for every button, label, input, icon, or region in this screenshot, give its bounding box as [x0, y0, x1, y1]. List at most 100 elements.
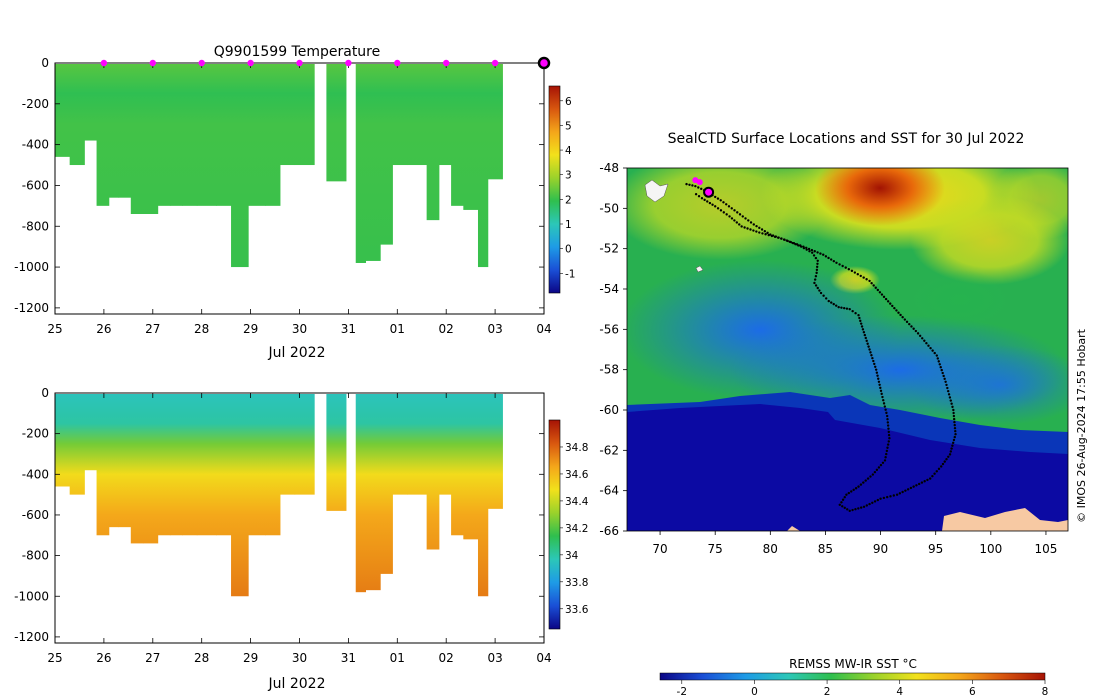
track-point: [780, 237, 783, 240]
track-point: [834, 304, 838, 307]
track-point: [879, 389, 883, 393]
profile-marker: [149, 59, 156, 67]
track-point: [931, 349, 934, 352]
y-tick-label: -400: [22, 467, 49, 481]
map-axes-frame: [626, 167, 1069, 532]
track-point: [901, 490, 904, 494]
track-point: [877, 380, 881, 383]
track-point: [881, 461, 885, 464]
profile-marker: [491, 59, 499, 67]
track-point: [882, 402, 886, 405]
track-point: [758, 226, 761, 230]
x-tick-label: 03: [487, 651, 502, 665]
map-y-tick-label: -52: [599, 242, 619, 256]
profile-column: [279, 394, 296, 495]
track-point: [859, 506, 863, 509]
track-point: [883, 459, 887, 462]
track-point: [799, 244, 802, 247]
track-point: [898, 492, 902, 495]
track-point: [895, 309, 898, 312]
track-point: [854, 508, 857, 511]
track-point: [752, 223, 755, 226]
track-point: [829, 258, 833, 261]
track-point: [822, 294, 825, 297]
profile-column: [182, 64, 198, 206]
profile-column: [392, 394, 408, 495]
x-tick-label: 02: [439, 651, 454, 665]
x-tick-label: 29: [243, 322, 258, 336]
track-point: [706, 200, 709, 203]
track-point: [868, 502, 871, 506]
track-point: [862, 505, 866, 508]
profile-column: [294, 64, 315, 166]
profile-column: [143, 64, 159, 215]
track-point: [878, 383, 881, 386]
track-point: [853, 271, 857, 274]
profile-column: [157, 394, 171, 536]
map-x-tick-label: 100: [979, 542, 1002, 556]
x-tick-label: 27: [145, 322, 160, 336]
track-point: [889, 495, 892, 498]
track-point: [952, 438, 956, 442]
colorbar-tick-label: 34.4: [565, 496, 589, 508]
x-tick-label: 25: [47, 322, 62, 336]
track-point: [893, 306, 896, 310]
track-point: [895, 493, 899, 496]
track-point: [908, 322, 911, 326]
profile-column: [231, 64, 249, 268]
track-point: [944, 380, 947, 383]
track-point: [877, 466, 881, 469]
track-point: [832, 259, 836, 263]
profile-column: [426, 394, 440, 550]
track-point: [861, 328, 865, 331]
x-tick-label: 31: [341, 651, 356, 665]
colorbar-tick-label: 1: [565, 219, 572, 231]
x-tick-label: 25: [47, 651, 62, 665]
profile-column: [96, 394, 110, 536]
track-point: [885, 452, 888, 456]
track-point: [822, 253, 825, 256]
sst-colorbar-ticks: -2 0 2 4 6 8: [677, 680, 1048, 698]
antarctic-land: [942, 508, 1068, 531]
track-point: [827, 256, 830, 260]
temperature-y-ticks: 0 -200 -400 -600 -800 -1000 -1200: [14, 56, 544, 315]
profile-column: [196, 64, 217, 206]
profile-column: [477, 394, 489, 597]
track-point: [700, 197, 704, 200]
x-tick-label: 29: [243, 651, 258, 665]
track-point: [868, 348, 871, 351]
track-point: [939, 366, 942, 369]
profile-column: [216, 64, 232, 206]
latest-location: [703, 186, 715, 198]
track-point: [764, 233, 767, 236]
track-point: [871, 356, 874, 360]
track-point: [953, 435, 956, 439]
profile-column: [96, 64, 110, 206]
track-point: [865, 278, 868, 281]
track-point: [892, 494, 896, 497]
profile-column: [157, 64, 171, 206]
track-point: [886, 424, 890, 427]
track-point: [838, 263, 841, 266]
map-x-tick-label: 105: [1034, 542, 1057, 556]
track-point: [802, 245, 805, 248]
track-point: [733, 219, 736, 222]
sst-colorbar-tick-label: -2: [677, 686, 687, 698]
track-point: [887, 440, 890, 443]
track-point: [840, 501, 843, 504]
track-point: [749, 228, 752, 231]
track-point: [845, 493, 848, 496]
track-point: [935, 470, 939, 473]
track-point: [857, 507, 860, 510]
track-point: [816, 286, 819, 290]
x-tick-label: 03: [487, 322, 502, 336]
land-fragment: [787, 526, 800, 531]
track-point: [921, 337, 924, 340]
track-point: [937, 467, 941, 471]
heard-island: [695, 265, 704, 273]
imos-credit: © IMOS 26-Aug-2024 17:55 Hobart: [1075, 328, 1088, 522]
profile-marker: [296, 59, 303, 67]
track-point: [874, 368, 878, 371]
track-point: [747, 219, 750, 222]
y-tick-label: -800: [22, 549, 49, 563]
